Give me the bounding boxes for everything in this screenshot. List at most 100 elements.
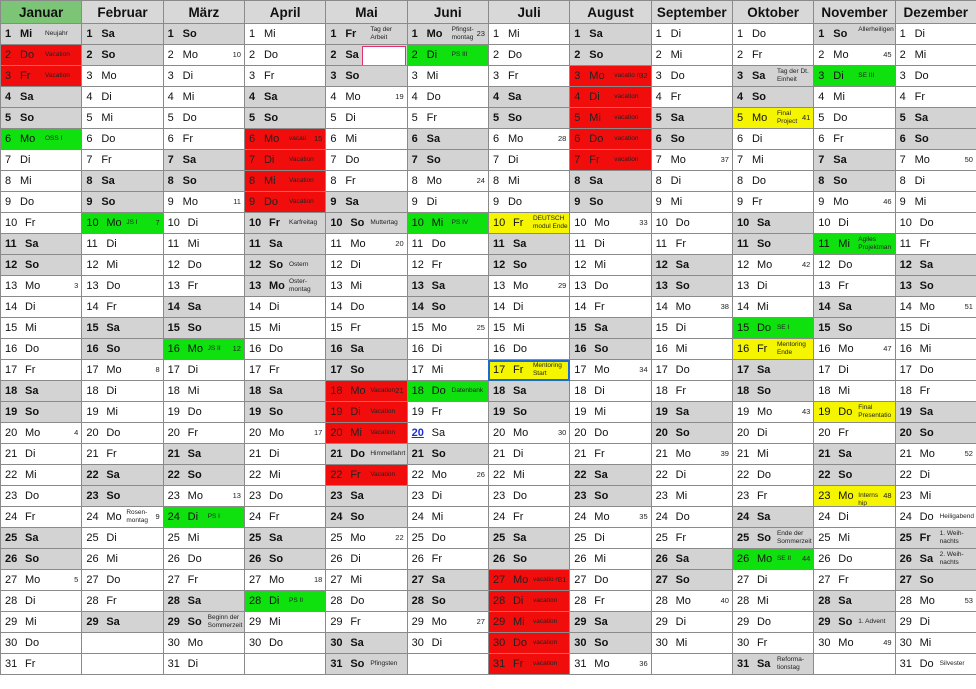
day-cell[interactable]: 13 Mo Oster-montag	[243, 275, 327, 297]
day-cell[interactable]: 28 Do	[325, 590, 408, 612]
day-cell[interactable]: 2 Fr	[731, 44, 815, 66]
day-cell[interactable]: 30 Mi	[894, 632, 976, 654]
day-cell[interactable]: 12 Mi	[569, 254, 652, 276]
day-cell[interactable]: 5 Mo Final Project 41	[731, 107, 815, 129]
day-cell[interactable]: 17 Fr	[243, 359, 327, 381]
day-cell[interactable]: 29 So Beginn der Sommerzeit	[162, 611, 245, 633]
day-cell[interactable]: 16 Di	[406, 338, 489, 360]
day-cell[interactable]: 12 So	[0, 254, 83, 276]
day-cell[interactable]: 19 So	[487, 401, 571, 423]
day-cell[interactable]: 2 Do	[243, 44, 327, 66]
day-cell[interactable]: 13 Mo 3	[0, 275, 83, 297]
day-cell[interactable]: 16 Mi	[650, 338, 733, 360]
day-cell[interactable]: 2 So	[569, 44, 652, 66]
day-cell[interactable]: 11 Di	[81, 233, 164, 255]
day-cell[interactable]: 3 Di	[162, 65, 245, 87]
day-cell[interactable]: 11 Sa	[0, 233, 83, 255]
month-header-12[interactable]: Dezember	[894, 0, 976, 24]
day-cell[interactable]: 11 Mo 20	[325, 233, 408, 255]
day-cell[interactable]: 28 Di	[0, 590, 83, 612]
day-cell[interactable]: 29 Mo 27	[406, 611, 489, 633]
day-cell[interactable]: 30 Fr	[731, 632, 815, 654]
day-cell[interactable]: 1 Mi	[487, 23, 571, 45]
day-cell[interactable]: 10 So Muttertag	[325, 212, 408, 234]
day-cell[interactable]: 2 Do Vacation	[0, 44, 83, 66]
day-cell[interactable]: 27 So	[894, 569, 976, 591]
day-cell[interactable]: 4 Fr	[894, 86, 976, 108]
day-cell[interactable]: 27 Fr	[162, 569, 245, 591]
day-cell[interactable]: 19 Mo 43	[731, 401, 815, 423]
day-cell[interactable]: 18 Fr	[894, 380, 976, 402]
day-cell[interactable]: 6 Fr	[162, 128, 245, 150]
day-cell[interactable]: 10 Mo JS I 7	[81, 212, 164, 234]
day-cell[interactable]: 19 Do	[162, 401, 245, 423]
day-cell[interactable]: 8 Mo 24	[406, 170, 489, 192]
day-cell[interactable]: 3 Do	[894, 65, 976, 87]
day-cell[interactable]: 26 Mi	[569, 548, 652, 570]
day-cell[interactable]: 31 Fr vacation	[487, 653, 571, 675]
day-cell[interactable]: 12 Fr	[406, 254, 489, 276]
day-cell[interactable]: 29 Sa	[81, 611, 164, 633]
day-cell[interactable]: 12 Mi	[81, 254, 164, 276]
day-cell[interactable]: 12 Mo 42	[731, 254, 815, 276]
day-cell[interactable]: 6 Di	[731, 128, 815, 150]
day-cell[interactable]: 16 Mi	[894, 338, 976, 360]
day-cell[interactable]: 21 Mo 52	[894, 443, 976, 465]
day-cell[interactable]: 11 Sa	[243, 233, 327, 255]
day-cell[interactable]: 25 Mi	[162, 527, 245, 549]
day-cell[interactable]: 30 So	[569, 632, 652, 654]
day-cell[interactable]: 25 Sa	[487, 527, 571, 549]
day-cell[interactable]: 9 Do	[487, 191, 571, 213]
day-cell[interactable]: 17 Di	[813, 359, 896, 381]
day-cell[interactable]: 6 Mo 28	[487, 128, 571, 150]
day-cell[interactable]: 19 Mi	[569, 401, 652, 423]
day-cell[interactable]: 10 Do	[650, 212, 733, 234]
day-cell[interactable]: 15 So	[162, 317, 245, 339]
day-cell[interactable]: 14 Mo 38	[650, 296, 733, 318]
day-cell[interactable]: 23 Do	[243, 485, 327, 507]
day-cell[interactable]: 3 Mi	[406, 65, 489, 87]
day-cell[interactable]: 28 Mi	[731, 590, 815, 612]
day-cell[interactable]: 14 Mo 51	[894, 296, 976, 318]
day-cell[interactable]: 23 Do	[487, 485, 571, 507]
day-cell[interactable]: 21 Mo 39	[650, 443, 733, 465]
day-cell[interactable]: 26 So	[243, 548, 327, 570]
day-cell[interactable]: 20 Mo 17	[243, 422, 327, 444]
day-cell[interactable]: 20 Sa	[406, 422, 489, 444]
day-cell[interactable]: 11 So	[731, 233, 815, 255]
day-cell[interactable]: 8 So	[162, 170, 245, 192]
day-cell[interactable]: 27 So	[650, 569, 733, 591]
day-cell[interactable]: 8 Do	[731, 170, 815, 192]
day-cell[interactable]: 9 Di	[406, 191, 489, 213]
day-cell[interactable]: 8 Mi Vacation	[243, 170, 327, 192]
day-cell[interactable]: 19 Sa	[650, 401, 733, 423]
day-cell[interactable]: 23 So	[81, 485, 164, 507]
day-cell[interactable]: 10 Do	[894, 212, 976, 234]
day-cell[interactable]: 13 Fr	[162, 275, 245, 297]
day-cell[interactable]: 11 Fr	[894, 233, 976, 255]
day-cell[interactable]: 17 So	[325, 359, 408, 381]
day-cell[interactable]: 7 Mo 37	[650, 149, 733, 171]
day-cell[interactable]: 31 Fr	[0, 653, 83, 675]
day-cell[interactable]: 29 Mi	[0, 611, 83, 633]
day-cell[interactable]: 9 So	[569, 191, 652, 213]
day-cell[interactable]: 13 Sa	[406, 275, 489, 297]
day-cell[interactable]: 3 So	[325, 65, 408, 87]
day-cell[interactable]: 21 Do Himmelfahrt	[325, 443, 408, 465]
day-cell[interactable]: 16 Mo 47	[813, 338, 896, 360]
day-cell[interactable]: 28 Fr	[81, 590, 164, 612]
day-cell[interactable]: 26 Mo SE II 44	[731, 548, 815, 570]
day-cell[interactable]: 9 Do	[0, 191, 83, 213]
day-cell[interactable]: 26 Do	[813, 548, 896, 570]
day-cell[interactable]: 30 Mi	[650, 632, 733, 654]
day-cell[interactable]: 12 Di	[325, 254, 408, 276]
day-cell[interactable]: 30 Sa	[325, 632, 408, 654]
day-cell[interactable]: 6 Sa	[406, 128, 489, 150]
day-cell[interactable]: 27 Mo vacatio n 31	[487, 569, 571, 591]
day-cell[interactable]: 25 Sa	[0, 527, 83, 549]
day-cell[interactable]: 8 Di	[650, 170, 733, 192]
day-cell[interactable]: 15 Mi	[487, 317, 571, 339]
day-cell[interactable]: 9 Sa	[325, 191, 408, 213]
day-cell[interactable]: 4 Mo 19	[325, 86, 408, 108]
day-cell[interactable]: 18 Mi	[813, 380, 896, 402]
